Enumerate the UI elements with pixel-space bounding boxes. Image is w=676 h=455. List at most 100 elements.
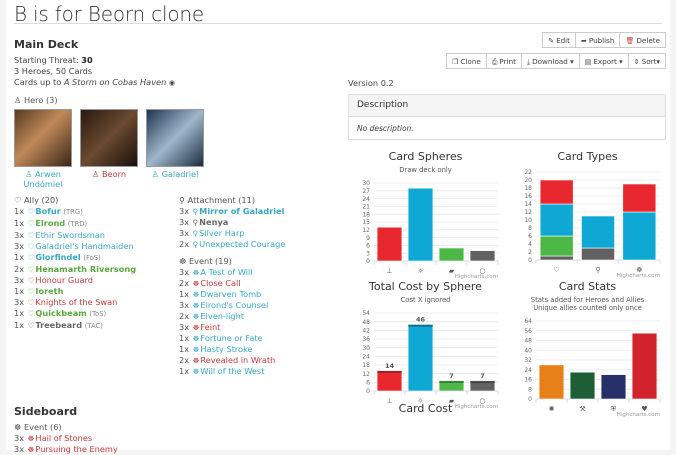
- chart-bar[interactable]: [469, 380, 496, 392]
- svg-text:18: 18: [362, 211, 370, 218]
- deck-page: B is for Beorn clone Main Deck Starting …: [6, 0, 670, 454]
- hero-card[interactable]: ♙ Arwen Undómiel: [14, 109, 72, 189]
- hero-icon: ♙: [25, 169, 33, 179]
- eye-icon[interactable]: ◉: [168, 79, 175, 87]
- hero-portrait[interactable]: [80, 109, 138, 167]
- card-name-link[interactable]: Knights of the Swan: [35, 297, 118, 307]
- card-name-link[interactable]: Silver Harp: [199, 228, 245, 238]
- axis-icon: ○: [479, 267, 485, 275]
- svg-text:8: 8: [528, 386, 532, 393]
- chart-bar[interactable]: [539, 235, 574, 257]
- export-button[interactable]: ▤ Export ▾: [578, 53, 629, 69]
- publish-button[interactable]: ➦ Publish: [574, 32, 621, 48]
- card-name-link[interactable]: Nenya: [199, 217, 229, 227]
- card-name-link[interactable]: Galadriel's Handmaiden: [35, 241, 134, 251]
- chart-title: Card Stats: [558, 280, 617, 293]
- highcharts-credit: Highcharts.com: [455, 274, 498, 279]
- svg-text:0: 0: [528, 257, 532, 264]
- card-row: 3x ☸Elrond's Counsel: [179, 300, 344, 311]
- chart-bar[interactable]: [538, 364, 565, 400]
- chart-bar[interactable]: [581, 215, 615, 249]
- card-row: 1x ♡Glorfindel (FoS): [14, 252, 179, 264]
- chart-bar[interactable]: [539, 179, 574, 205]
- chart-bar[interactable]: [569, 371, 596, 400]
- svg-text:18: 18: [524, 185, 532, 192]
- card-name-link[interactable]: Elven-light: [200, 311, 245, 321]
- chart-bar[interactable]: [622, 183, 657, 213]
- print-button[interactable]: ⎙ Print: [485, 53, 522, 69]
- card-name-link[interactable]: Ethir Swordsman: [35, 230, 105, 240]
- chart-bar[interactable]: [407, 187, 434, 262]
- card-qty: 2x: [179, 278, 190, 288]
- card-name-link[interactable]: A Test of Will: [200, 267, 253, 277]
- edit-button[interactable]: ✎ Edit: [542, 32, 576, 48]
- clone-button[interactable]: ❐ Clone: [446, 53, 487, 69]
- card-qty: 1x: [179, 333, 190, 343]
- chart-bar[interactable]: [407, 324, 434, 392]
- svg-text:6: 6: [366, 243, 370, 250]
- card-name-link[interactable]: Ioreth: [35, 286, 64, 296]
- chart-bar[interactable]: [438, 247, 465, 262]
- axis-icon: ♥: [641, 405, 647, 413]
- card-name-link[interactable]: Hasty Stroke: [200, 344, 253, 354]
- chart-bar[interactable]: [376, 370, 403, 392]
- delete-button[interactable]: 🗑 Delete: [619, 32, 666, 48]
- card-qty: 1x: [179, 344, 190, 354]
- card-name-link[interactable]: Mirror of Galadriel: [199, 206, 285, 216]
- card-name-link[interactable]: Elrond: [35, 218, 66, 228]
- chart-bar[interactable]: [631, 332, 658, 400]
- attachment-icon: ⚲: [192, 218, 199, 227]
- event-list: 3x ☸A Test of Will 2x ☸Close Call 1x ☸Dwar…: [179, 267, 344, 377]
- card-name-link[interactable]: Elrond's Counsel: [200, 300, 269, 310]
- card-name-link[interactable]: Fortune or Fate: [200, 333, 263, 343]
- hero-card[interactable]: ♙ Galadriel: [146, 109, 204, 189]
- card-name-link[interactable]: Pursuing the Enemy: [35, 444, 118, 454]
- chart-bar[interactable]: [438, 380, 465, 392]
- chart-bar[interactable]: [581, 247, 615, 261]
- svg-text:54: 54: [362, 310, 370, 317]
- card-name-link[interactable]: Revealed in Wrath: [200, 355, 276, 365]
- sort-button[interactable]: ⇕ Sort▾: [627, 53, 666, 69]
- card-name-link[interactable]: Quickbeam: [35, 308, 87, 318]
- ally-icon: ♡: [27, 321, 35, 330]
- chart-bar[interactable]: [376, 226, 403, 262]
- card-name-link[interactable]: Hail of Stones: [35, 433, 93, 443]
- card-name-link[interactable]: Will of the West: [200, 366, 265, 376]
- card-qty: 3x: [179, 322, 190, 332]
- chart-bar[interactable]: [539, 255, 574, 261]
- card-name-link[interactable]: Close Call: [200, 278, 241, 288]
- hero-card[interactable]: ♙ Beorn: [80, 109, 138, 189]
- card-row: 1x ☸Will of the West: [179, 366, 344, 377]
- hero-name[interactable]: ♙ Beorn: [91, 169, 127, 179]
- hero-portrait[interactable]: [146, 109, 204, 167]
- card-row: 3x ♡Knights of the Swan: [14, 297, 179, 308]
- event-icon: ☸: [192, 356, 200, 365]
- card-name-link[interactable]: Glorfindel: [35, 252, 81, 262]
- trash-icon: 🗑: [625, 37, 635, 45]
- hero-name[interactable]: ♙ Galadriel: [151, 169, 199, 179]
- hero-name[interactable]: ♙ Arwen Undómiel: [23, 169, 63, 189]
- print-icon: ⎙: [491, 58, 498, 66]
- hero-icon: ♙: [151, 169, 159, 179]
- deck-info: ✎ Edit ➦ Publish 🗑 Delete ❐ Clone ⎙ Print ⤓ Do…: [348, 30, 666, 418]
- card-name-link[interactable]: Henamarth Riversong: [35, 264, 137, 274]
- axis-icon: ⛨: [611, 405, 617, 413]
- card-name-link[interactable]: Treebeard: [35, 320, 83, 330]
- deck-list: Main Deck Starting Threat: 30 3 Heroes, …: [14, 30, 344, 455]
- card-row: 2x ☸Close Call: [179, 278, 344, 289]
- chart-bar[interactable]: [469, 250, 496, 262]
- chart-bar[interactable]: [622, 211, 657, 261]
- chart-bar[interactable]: [600, 374, 627, 400]
- ally-icon: ♡: [27, 298, 35, 307]
- card-name-link[interactable]: Bofur: [35, 206, 61, 216]
- hero-portrait[interactable]: [14, 109, 72, 167]
- main-deck-heading: Main Deck: [14, 38, 79, 51]
- svg-text:14: 14: [524, 201, 532, 208]
- card-name-link[interactable]: Honour Guard: [35, 275, 93, 285]
- card-name-link[interactable]: Dwarven Tomb: [200, 289, 262, 299]
- download-button[interactable]: ⤓ Download ▾: [520, 53, 580, 69]
- card-name-link[interactable]: Feint: [200, 322, 221, 332]
- card-name-link[interactable]: Unexpected Courage: [199, 239, 286, 249]
- chart-bar[interactable]: [539, 203, 574, 237]
- card-row: 3x ♡Honour Guard: [14, 275, 179, 286]
